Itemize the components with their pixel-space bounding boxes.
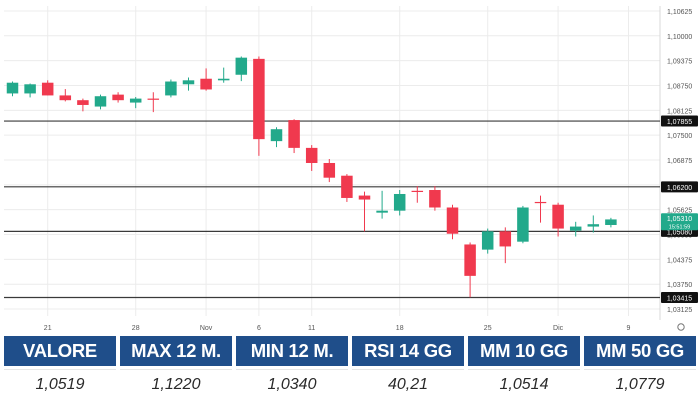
candle-body — [499, 231, 512, 247]
level-label-bg — [661, 181, 698, 193]
candle-body — [569, 226, 582, 231]
header-mm-10gg: MM 10 GG — [468, 336, 580, 366]
candle-body — [6, 82, 19, 94]
candle-body — [165, 81, 177, 96]
candle-body — [59, 95, 72, 101]
y-tick-label: 1,08750 — [667, 83, 692, 90]
value-rsi-14gg: 40,21 — [352, 369, 464, 399]
candle-body — [253, 58, 265, 140]
candle-body — [235, 57, 248, 75]
y-tick-label: 1,03125 — [667, 307, 692, 314]
candle-body — [517, 207, 529, 242]
candle-body — [182, 80, 195, 85]
stats-table: VALORE MAX 12 M. MIN 12 M. RSI 14 GG MM … — [4, 336, 696, 399]
candle-body — [147, 98, 160, 100]
header-max-12m: MAX 12 M. — [120, 336, 232, 366]
y-tick-label: 1,10625 — [667, 9, 692, 16]
header-mm-50gg: MM 50 GG — [584, 336, 696, 366]
current-price-time: 15:51:59 — [669, 225, 690, 231]
candle-body — [605, 219, 617, 225]
candle-body — [341, 175, 353, 198]
x-tick-label: 9 — [627, 325, 631, 332]
y-tick-label: 1,06875 — [667, 158, 692, 165]
value-mm-50gg: 1,0779 — [584, 369, 696, 399]
current-price-label: 1,05310 — [667, 216, 692, 223]
candle-body — [270, 129, 283, 142]
candle-body — [429, 190, 441, 208]
header-min-12m: MIN 12 M. — [236, 336, 348, 366]
y-tick-label: 1,10000 — [667, 34, 692, 41]
x-tick-label: Dic — [553, 325, 564, 332]
candle-body — [552, 204, 564, 229]
y-tick-label: 1,09375 — [667, 59, 692, 66]
value-mm-10gg: 1,0514 — [468, 369, 580, 399]
value-valore: 1,0519 — [4, 369, 116, 399]
level-label-bg — [661, 115, 698, 127]
candle-body — [41, 82, 54, 96]
candle-body — [217, 78, 230, 81]
candle-body — [288, 120, 300, 148]
x-tick-label: 11 — [308, 325, 315, 332]
x-tick-label: 6 — [257, 325, 261, 332]
candle-body — [376, 210, 388, 213]
candle-body — [24, 84, 36, 94]
candle-body — [305, 147, 318, 163]
level-label: 1,03415 — [667, 296, 692, 303]
candle-body — [94, 96, 107, 107]
candle-body — [481, 231, 494, 250]
candle-body — [77, 100, 89, 105]
candle-body — [358, 195, 371, 200]
header-rsi-14gg: RSI 14 GG — [352, 336, 464, 366]
y-tick-label: 1,04375 — [667, 257, 692, 264]
y-tick-label: 1,03750 — [667, 282, 692, 289]
candle-body — [129, 98, 142, 103]
candle-body — [323, 162, 336, 178]
x-tick-label: 28 — [132, 325, 140, 332]
candle-body — [534, 201, 547, 204]
y-tick-label: 1,05625 — [667, 208, 692, 215]
candle-body — [200, 78, 212, 90]
header-valore: VALORE — [4, 336, 116, 366]
settings-icon — [677, 323, 685, 331]
level-label: 1,05080 — [667, 229, 692, 236]
current-price-bg — [661, 213, 698, 231]
x-tick-label: 18 — [396, 325, 404, 332]
x-tick-label: Nov — [200, 325, 213, 332]
y-tick-label: 1,08125 — [667, 108, 692, 115]
candle-body — [112, 94, 124, 101]
x-tick-label: 25 — [484, 325, 492, 332]
price-chart: 1,10625 1,10000 1,09375 1,08750 1,08125 1,075… — [4, 6, 698, 332]
candle-body — [446, 207, 459, 234]
candle-body — [464, 244, 476, 276]
level-label: 1,07855 — [667, 119, 692, 126]
candle-body — [393, 193, 406, 211]
candle-body — [411, 190, 424, 193]
candle-body — [587, 224, 600, 227]
value-min-12m: 1,0340 — [236, 369, 348, 399]
level-label: 1,06200 — [667, 185, 692, 192]
level-label-bg — [661, 292, 698, 304]
y-tick-label: 1,07500 — [667, 133, 692, 140]
value-max-12m: 1,1220 — [120, 369, 232, 399]
x-tick-label: 21 — [44, 325, 52, 332]
